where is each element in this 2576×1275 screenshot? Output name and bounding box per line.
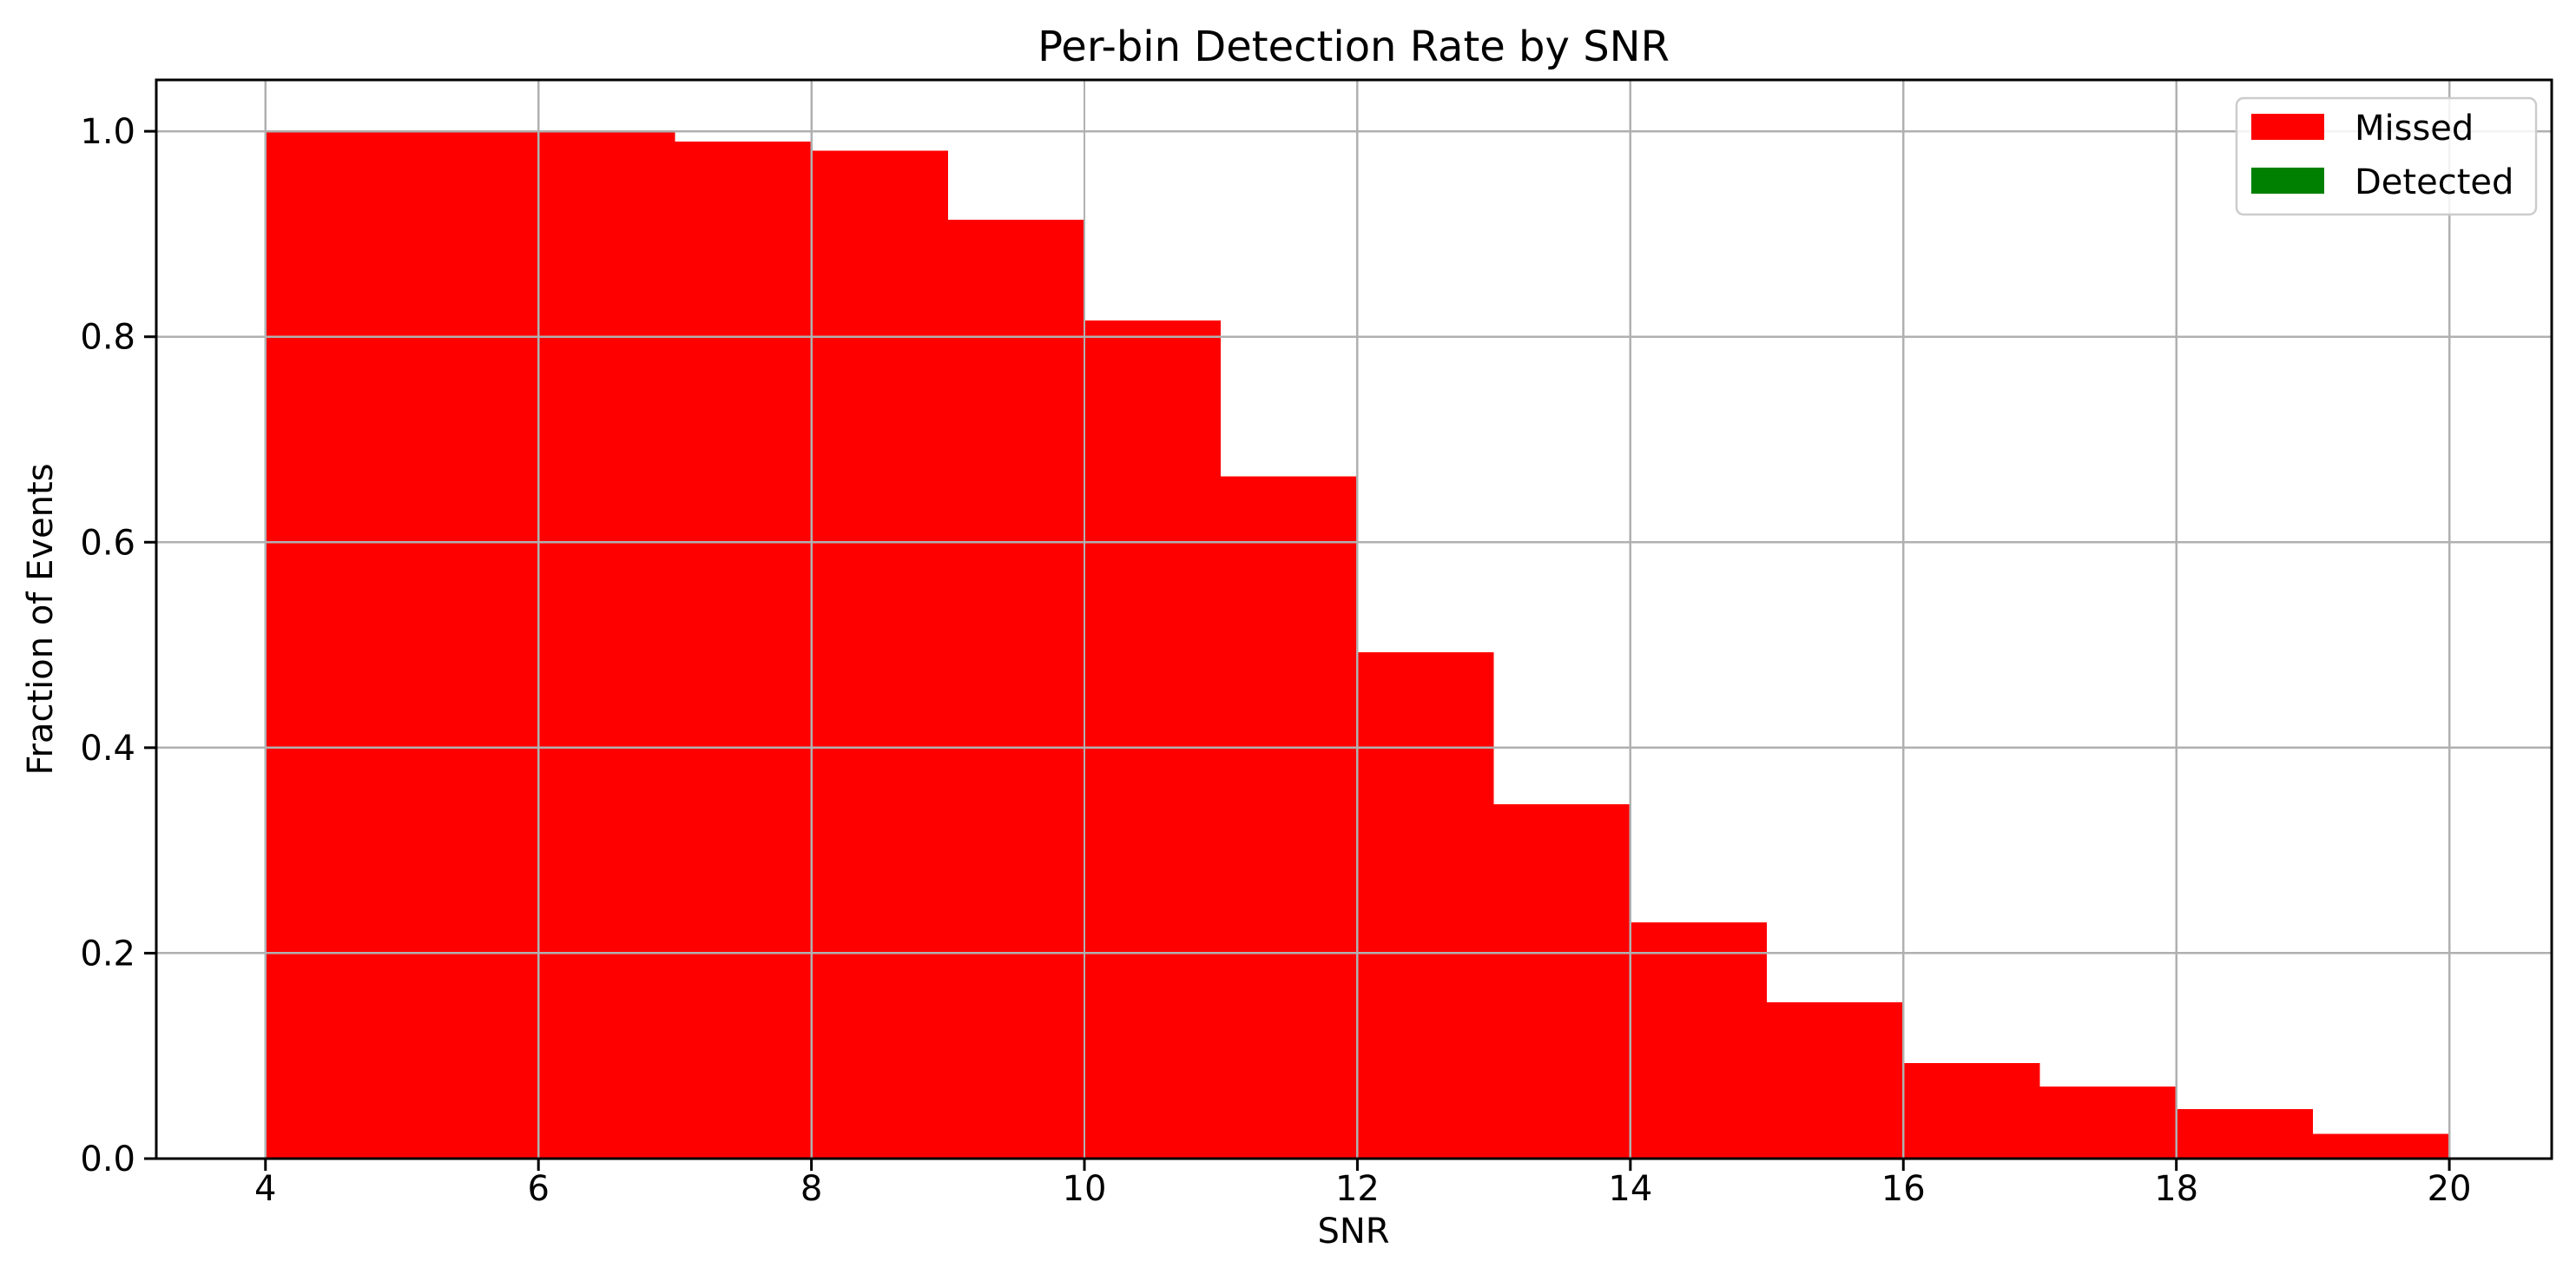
legend-swatch-missed bbox=[2251, 114, 2324, 140]
bars-layer bbox=[265, 131, 2450, 1159]
x-axis-label: SNR bbox=[1317, 1212, 1389, 1252]
chart-title: Per-bin Detection Rate by SNR bbox=[1038, 23, 1670, 71]
y-tick-label: 0.4 bbox=[80, 729, 135, 769]
y-tick-labels: 0.0 0.2 0.4 0.6 0.8 1.0 bbox=[80, 112, 135, 1179]
legend-item-missed: Missed bbox=[2251, 109, 2474, 149]
legend-label-missed: Missed bbox=[2355, 109, 2474, 149]
x-tick-label: 14 bbox=[1608, 1169, 1652, 1209]
y-tick-label: 0.0 bbox=[80, 1140, 135, 1179]
x-tick-label: 12 bbox=[1335, 1169, 1380, 1209]
legend-item-detected: Detected bbox=[2251, 162, 2513, 202]
axes-layer bbox=[144, 78, 2553, 1171]
legend-label-detected: Detected bbox=[2355, 162, 2513, 202]
y-tick-label: 1.0 bbox=[80, 112, 135, 152]
legend-swatch-detected bbox=[2251, 168, 2324, 194]
x-tick-label: 6 bbox=[527, 1169, 549, 1209]
y-axis-label: Fraction of Events bbox=[21, 463, 61, 775]
x-tick-label: 4 bbox=[254, 1169, 276, 1209]
y-tick-label: 0.6 bbox=[80, 523, 135, 563]
y-tick-label: 0.2 bbox=[80, 934, 135, 974]
x-tick-label: 10 bbox=[1063, 1169, 1107, 1209]
x-tick-labels: 4 6 8 10 12 14 16 18 20 bbox=[254, 1169, 2472, 1209]
x-tick-label: 20 bbox=[2428, 1169, 2472, 1209]
x-tick-label: 16 bbox=[1881, 1169, 1926, 1209]
y-tick-label: 0.8 bbox=[80, 318, 135, 358]
x-tick-label: 18 bbox=[2154, 1169, 2198, 1209]
legend: Missed Detected bbox=[2235, 96, 2538, 216]
x-tick-label: 8 bbox=[800, 1169, 822, 1209]
